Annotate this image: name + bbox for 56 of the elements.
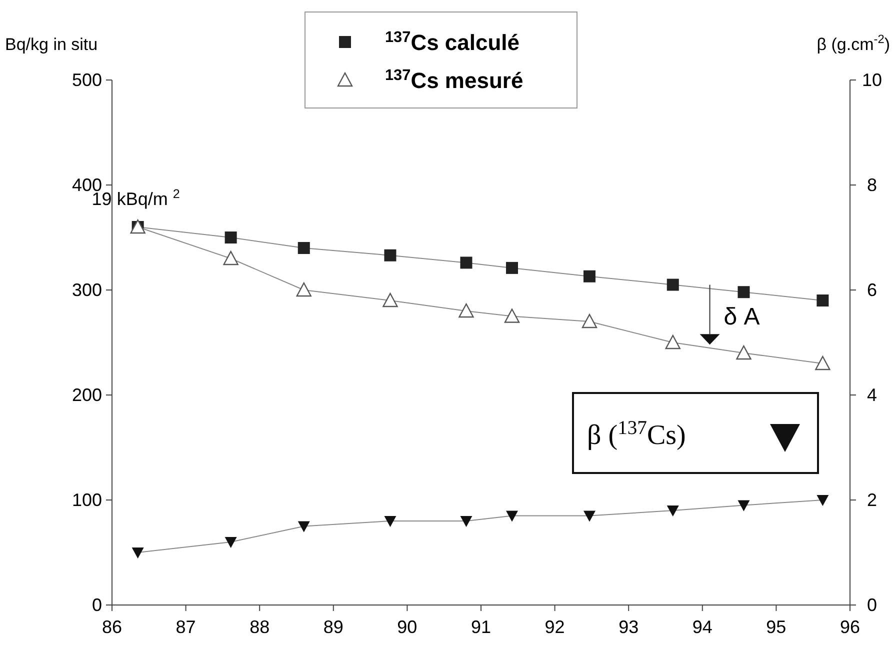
y2-axis-title: β (g.cm$^{-2}$): [816, 32, 890, 54]
point: [738, 286, 750, 298]
point: [460, 516, 472, 527]
point: [298, 242, 310, 254]
point: [223, 250, 238, 266]
annotation: δ A: [724, 303, 760, 330]
point: [583, 270, 596, 282]
point: [506, 262, 518, 274]
point: [224, 537, 237, 548]
y-tick-label: 300: [72, 280, 102, 300]
point: [382, 292, 398, 308]
y-tick-label: 100: [72, 490, 102, 510]
x-tick-label: 90: [397, 617, 418, 637]
x-tick-label: 96: [840, 617, 860, 637]
point: [384, 249, 396, 262]
y2-tick-label: 6: [866, 280, 878, 300]
point: [816, 495, 829, 506]
point: [132, 548, 144, 558]
y2-tick-label: 2: [866, 490, 878, 510]
x-tick-label: 91: [470, 617, 492, 637]
point: [504, 308, 520, 323]
y-tick-label: 200: [72, 385, 102, 405]
point: [506, 510, 518, 522]
y-tick-label: 0: [92, 595, 102, 615]
point: [666, 506, 679, 516]
x-tick-label: 95: [766, 617, 786, 637]
x-tick-label: 86: [102, 617, 122, 637]
y2-tick-label: 8: [866, 175, 878, 195]
point: [738, 500, 750, 512]
y2-tick-label: 4: [866, 385, 878, 405]
x-tick-label: 94: [692, 617, 712, 637]
legend-label: $^{137}$Cs calculé: [385, 28, 520, 55]
point: [460, 256, 472, 269]
y2-tick-label: 10: [862, 70, 882, 90]
point: [384, 516, 396, 527]
y-axis-title: Bq/kg in situ: [5, 35, 98, 54]
point: [815, 356, 830, 370]
x-tick-label: 92: [544, 617, 565, 637]
point: [666, 278, 679, 291]
y-tick-label: 500: [72, 70, 102, 90]
legend-label: $^{137}$Cs mesuré: [385, 66, 524, 93]
point: [816, 294, 829, 306]
point: [665, 334, 680, 350]
point: [736, 345, 752, 360]
x-tick-label: 93: [618, 617, 639, 637]
point: [298, 521, 310, 532]
x-tick-label: 87: [176, 617, 196, 637]
point: [458, 303, 474, 318]
point: [582, 314, 598, 328]
x-tick-label: 88: [250, 617, 270, 637]
point: [224, 232, 237, 244]
x-tick-label: 89: [323, 617, 344, 637]
y2-tick-label: 0: [866, 595, 878, 615]
series-label: β ($^{137}$Cs): [587, 418, 686, 451]
point: [583, 510, 596, 522]
point: [296, 282, 312, 297]
